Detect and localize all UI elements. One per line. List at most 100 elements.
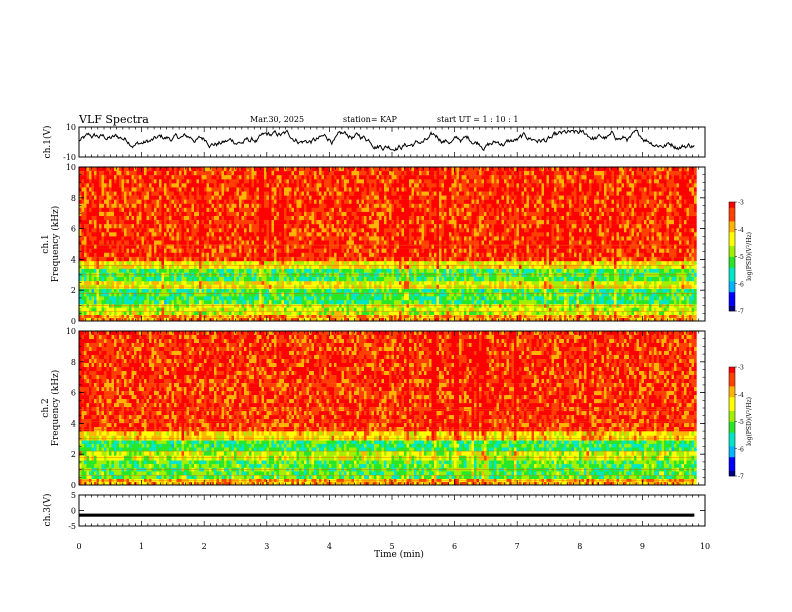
spectrogram-cell — [119, 203, 122, 209]
spectrogram-cell — [124, 187, 127, 192]
spectrogram-cell — [226, 317, 230, 322]
spectrogram-cell — [344, 203, 347, 209]
spectrogram-cell — [311, 179, 315, 184]
spectrogram-cell — [354, 256, 357, 262]
spectrogram-cell — [244, 300, 247, 305]
spectrogram-cell — [311, 203, 315, 209]
spectrogram-cell — [276, 207, 280, 213]
spectrogram-cell — [86, 256, 90, 262]
spectrogram-cell — [191, 167, 195, 172]
spectrogram-cell — [226, 292, 230, 297]
spectrogram-cell — [196, 300, 200, 305]
spectrogram-cell — [254, 216, 257, 221]
spectrogram-cell — [374, 199, 377, 204]
spectrogram-cell — [234, 264, 237, 269]
spectrogram-cell — [239, 300, 242, 305]
spectrogram-cell — [191, 300, 195, 305]
spectrogram-cell — [374, 317, 377, 322]
spectrogram-cell — [236, 195, 240, 200]
spectrogram-cell — [286, 171, 290, 176]
spectrogram-cell — [264, 300, 267, 305]
spectrogram-cell — [379, 199, 382, 204]
spectrogram-cell — [291, 248, 295, 253]
spectrogram-cell — [331, 307, 335, 312]
spectrogram-cell — [96, 288, 100, 293]
spectrogram-cell — [294, 228, 297, 233]
spectrogram-cell — [329, 171, 332, 176]
spectrogram-cell — [284, 276, 287, 282]
spectrogram-cell — [351, 288, 355, 293]
spectrogram-cell — [219, 220, 222, 225]
spectrogram-cell — [169, 187, 172, 192]
spectrogram-cell — [139, 268, 142, 273]
spectrogram-cell — [109, 224, 112, 229]
spectrogram-cell — [314, 268, 317, 273]
spectrogram-cell — [136, 171, 140, 176]
spectrogram-cell — [359, 276, 362, 282]
spectrogram-cell — [281, 236, 285, 241]
spectrogram-cell — [149, 264, 152, 269]
spectrogram-cell — [349, 179, 352, 184]
spectrogram-cell — [294, 304, 297, 308]
spectrogram-cell — [259, 211, 262, 217]
spectrogram-cell — [99, 179, 102, 184]
spectrogram-cell — [224, 300, 227, 305]
spectrogram-cell — [301, 232, 305, 237]
spectrogram-cell — [369, 211, 372, 217]
spectrogram-cell — [201, 236, 205, 241]
spectrogram-cell — [229, 260, 232, 265]
spectrogram-cell — [256, 260, 260, 265]
spectrogram-cell — [311, 288, 315, 293]
spectrogram-cell — [136, 207, 140, 213]
spectrogram-cell — [114, 288, 117, 293]
spectrogram-cell — [314, 252, 317, 258]
spectrogram-cell — [346, 252, 350, 258]
spectrogram-cell — [226, 260, 230, 265]
spectrogram-cell — [264, 175, 267, 180]
spectrogram-cell — [314, 311, 317, 315]
spectrogram-cell — [131, 248, 135, 253]
spectrogram-cell — [146, 288, 150, 293]
spectrogram-cell — [144, 252, 147, 258]
spectrogram-cell — [159, 288, 162, 293]
spectrogram-cell — [141, 260, 145, 265]
spectrogram-cell — [376, 276, 380, 282]
spectrogram-cell — [369, 183, 372, 188]
spectrogram-cell — [149, 224, 152, 229]
spectrogram-cell — [126, 260, 130, 265]
spectrogram-cell — [274, 171, 277, 176]
spectrogram-cell — [314, 171, 317, 176]
spectrogram-cell — [99, 228, 102, 233]
spectrogram-cell — [149, 300, 152, 305]
spectrogram-cell — [359, 195, 362, 200]
spectrogram-cell — [214, 268, 217, 273]
spectrogram-cell — [284, 264, 287, 269]
spectrogram-cell — [254, 292, 257, 297]
spectrogram-cell — [236, 167, 240, 172]
spectrogram-cell — [366, 296, 370, 301]
spectrogram-cell — [199, 211, 202, 217]
spectrogram-cell — [114, 191, 117, 196]
spectrogram-cell — [169, 195, 172, 200]
spectrogram-cell — [379, 304, 382, 308]
spectrogram-cell — [229, 296, 232, 301]
spectrogram-cell — [221, 171, 225, 176]
spectrogram-cell — [281, 179, 285, 184]
spectrogram-cell — [161, 187, 165, 192]
spectrogram-cell — [254, 304, 257, 308]
spectrogram-cell — [374, 216, 377, 221]
spectrogram-cell — [266, 187, 270, 192]
spectrogram-cell — [126, 256, 130, 262]
spectrogram-cell — [164, 195, 167, 200]
spectrogram-cell — [306, 252, 310, 258]
spectrogram-cell — [271, 207, 275, 213]
spectrogram-cell — [374, 187, 377, 192]
spectrogram-cell — [204, 256, 207, 262]
spectrogram-cell — [321, 195, 325, 200]
spectrogram-cell — [306, 191, 310, 196]
spectrogram-cell — [169, 179, 172, 184]
spectrogram-cell — [251, 260, 255, 265]
spectrogram-cell — [299, 183, 302, 188]
spectrogram-cell — [371, 191, 375, 196]
spectrogram-cell — [124, 264, 127, 269]
